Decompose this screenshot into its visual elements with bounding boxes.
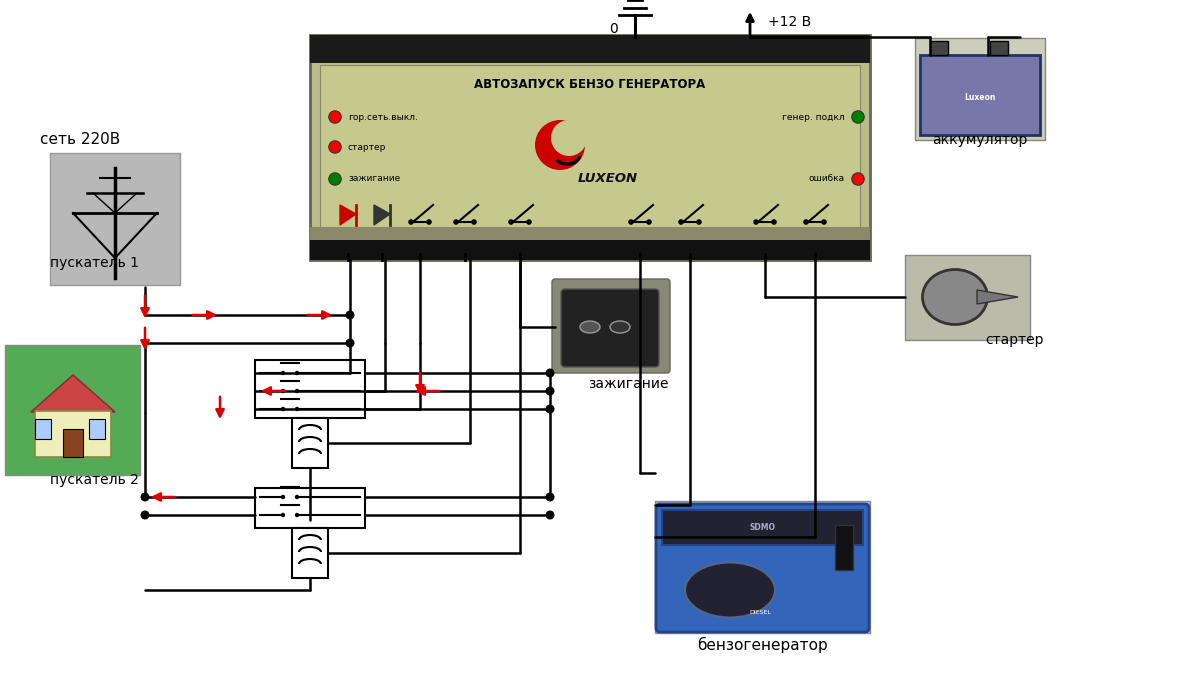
Bar	[50, 153, 180, 285]
Circle shape	[281, 495, 286, 500]
Bar	[920, 55, 1040, 135]
Circle shape	[509, 219, 514, 225]
Text: стартер: стартер	[985, 333, 1044, 347]
Circle shape	[546, 387, 554, 396]
Text: зажигание: зажигание	[348, 175, 401, 184]
Bar	[292, 528, 328, 578]
Text: пускатель 2: пускатель 2	[50, 473, 139, 487]
Circle shape	[696, 219, 702, 225]
Circle shape	[295, 371, 299, 375]
Circle shape	[546, 369, 554, 377]
Bar	[930, 41, 948, 55]
FancyBboxPatch shape	[656, 504, 869, 632]
Circle shape	[852, 111, 864, 124]
Text: Luxeon: Luxeon	[965, 92, 996, 101]
Circle shape	[821, 219, 827, 225]
Circle shape	[295, 407, 299, 411]
Bar	[254, 488, 365, 528]
Bar	[310, 227, 870, 240]
Circle shape	[527, 219, 532, 225]
Ellipse shape	[580, 321, 600, 333]
Circle shape	[546, 493, 554, 502]
Text: стартер: стартер	[348, 142, 386, 151]
Circle shape	[346, 338, 354, 348]
Bar	[35, 411, 110, 457]
Circle shape	[295, 513, 299, 517]
Bar	[254, 360, 365, 418]
Bar	[35, 419, 50, 439]
Text: гор.сеть.выкл.: гор.сеть.выкл.	[348, 113, 418, 122]
Circle shape	[329, 173, 341, 185]
Polygon shape	[31, 375, 115, 412]
Circle shape	[346, 310, 354, 319]
Circle shape	[629, 219, 634, 225]
Text: +12 В: +12 В	[768, 15, 811, 29]
Circle shape	[472, 219, 476, 225]
FancyBboxPatch shape	[310, 35, 870, 260]
Circle shape	[535, 120, 586, 170]
Circle shape	[803, 219, 809, 225]
FancyBboxPatch shape	[562, 289, 659, 367]
Text: ошибка: ошибка	[809, 175, 845, 184]
Text: АВТОЗАПУСК БЕНЗО ГЕНЕРАТОРА: АВТОЗАПУСК БЕНЗО ГЕНЕРАТОРА	[474, 78, 706, 92]
Text: пускатель 1: пускатель 1	[50, 256, 139, 270]
Text: бензогенератор: бензогенератор	[697, 637, 827, 653]
Text: SDMO: SDMO	[749, 522, 775, 531]
Circle shape	[140, 493, 150, 502]
Circle shape	[281, 513, 286, 517]
Circle shape	[408, 219, 414, 225]
Circle shape	[281, 371, 286, 375]
Bar	[990, 41, 1008, 55]
Bar	[89, 419, 106, 439]
Ellipse shape	[610, 321, 630, 333]
Circle shape	[454, 219, 458, 225]
Circle shape	[772, 219, 776, 225]
Bar	[905, 255, 1030, 340]
Circle shape	[295, 389, 299, 394]
Circle shape	[140, 510, 150, 520]
Circle shape	[551, 120, 587, 156]
Circle shape	[647, 219, 652, 225]
Circle shape	[754, 219, 758, 225]
Circle shape	[852, 173, 864, 185]
Text: 0: 0	[610, 22, 618, 36]
Text: аккумулятор: аккумулятор	[932, 133, 1027, 147]
Circle shape	[281, 389, 286, 394]
Circle shape	[295, 495, 299, 500]
Bar	[662, 510, 863, 545]
Bar	[5, 345, 140, 475]
Bar	[835, 525, 853, 570]
Text: сеть 220В: сеть 220В	[40, 132, 120, 147]
Polygon shape	[977, 290, 1018, 304]
Text: LUXEON: LUXEON	[578, 173, 638, 186]
Bar	[310, 240, 870, 260]
Text: зажигание: зажигание	[588, 377, 668, 391]
Polygon shape	[340, 205, 356, 225]
Circle shape	[329, 111, 341, 124]
Bar	[320, 65, 860, 227]
Circle shape	[678, 219, 684, 225]
Circle shape	[329, 141, 341, 153]
Ellipse shape	[923, 269, 988, 325]
FancyBboxPatch shape	[552, 279, 670, 373]
Bar	[64, 429, 83, 457]
Circle shape	[546, 404, 554, 414]
Bar	[916, 38, 1045, 140]
Circle shape	[426, 219, 432, 225]
Ellipse shape	[685, 562, 775, 618]
Bar	[655, 501, 870, 633]
Text: генер. подкл: генер. подкл	[782, 113, 845, 122]
Circle shape	[546, 510, 554, 520]
Text: DIESEL: DIESEL	[749, 610, 770, 616]
Bar	[292, 418, 328, 468]
Polygon shape	[374, 205, 390, 225]
Bar	[310, 35, 870, 63]
Circle shape	[281, 407, 286, 411]
